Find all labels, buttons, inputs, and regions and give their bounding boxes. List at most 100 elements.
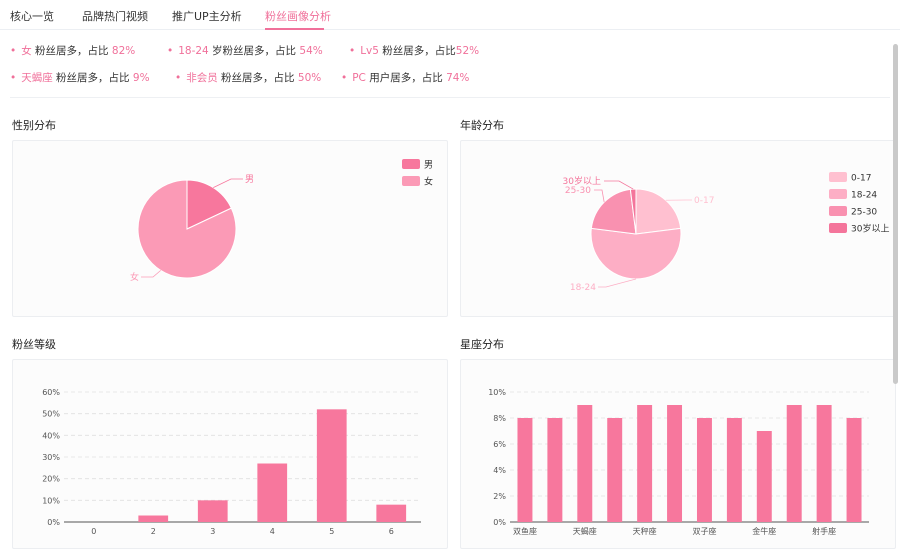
y-tick-label: 30% bbox=[42, 453, 60, 462]
bullet-icon: • bbox=[10, 72, 17, 84]
pie-label: 25-30 bbox=[565, 186, 591, 196]
level-section-title: 粉丝等级 bbox=[12, 338, 56, 351]
bar-天秤座[interactable] bbox=[637, 405, 653, 522]
y-tick-label: 0% bbox=[493, 518, 506, 527]
y-tick-label: 10% bbox=[488, 388, 506, 397]
tab-brand-hot-videos[interactable]: 品牌热门视频 bbox=[82, 10, 148, 23]
x-tick-label: 4 bbox=[270, 527, 275, 536]
active-tab-indicator bbox=[265, 28, 324, 30]
pie-slice-30岁以上[interactable] bbox=[629, 188, 637, 235]
gender-section-title: 性别分布 bbox=[12, 119, 56, 132]
x-tick-label: 射手座 bbox=[812, 526, 836, 536]
bullet-icon: • bbox=[167, 45, 174, 57]
pie-label-leader bbox=[598, 278, 637, 288]
summary-item-age: • 18-24 岁粉丝居多，占比 54% bbox=[167, 45, 323, 57]
x-tick-label: 2 bbox=[151, 527, 156, 536]
zodiac-chart-panel: 0% 2% 4% 6% 8% 10% 双鱼座 天蝎座 天秤座 双子座 金牛座 射手座 bbox=[460, 359, 896, 549]
summary-item-gender: • 女 粉丝居多，占比 82% bbox=[10, 45, 136, 57]
vertical-scrollbar[interactable] bbox=[893, 44, 898, 384]
pie-label-leader bbox=[604, 180, 634, 190]
legend-label: 男 bbox=[424, 160, 433, 171]
pie-label-leader bbox=[213, 178, 243, 188]
pie-slice-25-30[interactable] bbox=[590, 188, 637, 235]
bar-巨蟹座[interactable] bbox=[726, 418, 742, 522]
summary-item-membership: • 非会员 粉丝居多，占比 50% bbox=[175, 72, 322, 84]
bullet-icon: • bbox=[349, 45, 356, 57]
x-tick-label: 双子座 bbox=[692, 526, 716, 536]
legend-label: 25-30 bbox=[851, 208, 877, 218]
bar-双子座[interactable] bbox=[696, 418, 712, 522]
bar-射手座[interactable] bbox=[816, 405, 832, 522]
x-tick-label: 6 bbox=[389, 527, 394, 536]
legend-label: 18-24 bbox=[851, 191, 877, 201]
y-tick-label: 2% bbox=[493, 492, 506, 501]
y-tick-label: 10% bbox=[42, 496, 60, 505]
level-chart-panel: 0% 10% 20% 30% 40% 50% 60% 0 2 3 4 5 6 bbox=[12, 359, 448, 549]
legend-swatch[interactable] bbox=[402, 176, 420, 186]
zodiac-section-title: 星座分布 bbox=[460, 338, 504, 351]
pie-slice-18-24[interactable] bbox=[590, 227, 682, 280]
y-tick-label: 20% bbox=[42, 475, 60, 484]
legend-label: 0-17 bbox=[851, 174, 871, 184]
y-tick-label: 6% bbox=[493, 440, 506, 449]
pie-label: 男 bbox=[245, 174, 254, 185]
x-tick-label: 金牛座 bbox=[752, 526, 776, 536]
bar-狮子座[interactable] bbox=[667, 405, 683, 522]
bar-4[interactable] bbox=[257, 463, 288, 523]
bar-水瓶座[interactable] bbox=[846, 418, 862, 522]
bar-3[interactable] bbox=[197, 500, 228, 522]
x-tick-label: 5 bbox=[329, 527, 334, 536]
y-tick-label: 60% bbox=[42, 388, 60, 397]
pie-label: 女 bbox=[130, 271, 139, 283]
legend-swatch[interactable] bbox=[829, 172, 847, 182]
pie-label: 18-24 bbox=[570, 283, 596, 293]
bar-5[interactable] bbox=[316, 409, 347, 522]
y-tick-label: 40% bbox=[42, 431, 60, 440]
age-chart-panel: 0-17 18-24 25-30 30岁以上 0-17 18-24 25-30 30岁以上 bbox=[460, 140, 896, 317]
age-section-title: 年龄分布 bbox=[460, 119, 504, 132]
legend-swatch[interactable] bbox=[829, 223, 847, 233]
legend-label: 女 bbox=[424, 176, 433, 188]
x-tick-label: 天秤座 bbox=[633, 526, 657, 536]
x-tick-label: 0 bbox=[91, 527, 96, 536]
x-tick-label: 天蝎座 bbox=[573, 526, 597, 536]
bar-金牛座[interactable] bbox=[756, 431, 772, 522]
bar-2[interactable] bbox=[138, 515, 169, 523]
pie-slice-女[interactable] bbox=[137, 179, 237, 279]
x-tick-label: 双鱼座 bbox=[513, 526, 537, 536]
tab-core-overview[interactable]: 核心一览 bbox=[10, 10, 54, 23]
bar-6[interactable] bbox=[376, 504, 407, 522]
bullet-icon: • bbox=[175, 72, 182, 84]
legend-swatch[interactable] bbox=[402, 159, 420, 169]
x-tick-label: 3 bbox=[210, 527, 215, 536]
pie-label: 30岁以上 bbox=[563, 175, 601, 187]
gender-chart-panel: 男女男女 bbox=[12, 140, 448, 317]
bar-处女座[interactable] bbox=[607, 418, 623, 522]
zodiac-bar-chart: 0% 2% 4% 6% 8% 10% 双鱼座 天蝎座 天秤座 双子座 金牛座 射手座 bbox=[488, 388, 869, 536]
pie-slice-0-17[interactable] bbox=[635, 188, 682, 235]
pie-label: 0-17 bbox=[694, 196, 714, 206]
tab-up-analysis[interactable]: 推广UP主分析 bbox=[172, 10, 242, 23]
bullet-icon: • bbox=[10, 45, 17, 57]
pie-label-leader bbox=[594, 189, 605, 203]
bar-天蝎座[interactable] bbox=[577, 405, 593, 522]
y-tick-label: 0% bbox=[47, 518, 60, 527]
divider bbox=[10, 97, 890, 98]
pie-label-leader bbox=[141, 270, 162, 278]
legend-label: 30岁以上 bbox=[851, 223, 889, 235]
fan-summary: • 女 粉丝居多，占比 82% • 18-24 岁粉丝居多，占比 54% • Lv5 … bbox=[10, 38, 890, 98]
legend-swatch[interactable] bbox=[829, 206, 847, 216]
bar-摩羯座[interactable] bbox=[786, 405, 802, 522]
tab-fan-profile[interactable]: 粉丝画像分析 bbox=[265, 10, 331, 23]
y-tick-label: 50% bbox=[42, 410, 60, 419]
summary-item-device: • PC 用户居多，占比 74% bbox=[341, 72, 470, 84]
bar-白羊座[interactable] bbox=[547, 418, 563, 522]
tab-bar: 核心一览 品牌热门视频 推广UP主分析 粉丝画像分析 bbox=[0, 0, 900, 30]
summary-item-level: • Lv5 粉丝居多，占比52% bbox=[349, 45, 480, 57]
legend-swatch[interactable] bbox=[829, 189, 847, 199]
summary-item-zodiac: • 天蝎座 粉丝居多，占比 9% bbox=[10, 72, 150, 84]
y-tick-label: 4% bbox=[493, 466, 506, 475]
bar-双鱼座[interactable] bbox=[517, 418, 533, 522]
